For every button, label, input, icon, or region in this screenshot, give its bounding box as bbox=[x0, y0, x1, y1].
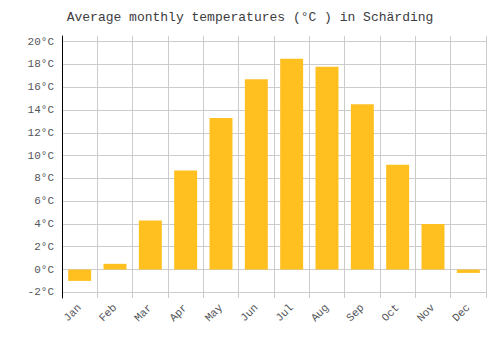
svg-text:14°C: 14°C bbox=[28, 104, 55, 116]
svg-text:16°C: 16°C bbox=[28, 81, 55, 93]
svg-text:10°C: 10°C bbox=[28, 150, 55, 162]
svg-text:Average monthly temperatures (: Average monthly temperatures (°C ) in Sc… bbox=[67, 10, 434, 25]
svg-text:18°C: 18°C bbox=[28, 58, 55, 70]
svg-text:Oct: Oct bbox=[379, 302, 401, 324]
svg-text:Nov: Nov bbox=[415, 301, 438, 324]
svg-text:Aug: Aug bbox=[309, 302, 331, 324]
svg-text:2°C: 2°C bbox=[34, 241, 54, 253]
svg-text:Jan: Jan bbox=[61, 302, 83, 324]
svg-text:8°C: 8°C bbox=[34, 172, 54, 184]
svg-text:May: May bbox=[203, 301, 226, 324]
svg-text:0°C: 0°C bbox=[34, 264, 54, 276]
svg-text:12°C: 12°C bbox=[28, 127, 55, 139]
svg-text:Mar: Mar bbox=[132, 302, 154, 324]
svg-text:Jul: Jul bbox=[273, 302, 295, 324]
svg-text:Dec: Dec bbox=[450, 302, 472, 324]
svg-text:Feb: Feb bbox=[97, 302, 119, 324]
svg-text:6°C: 6°C bbox=[34, 195, 54, 207]
svg-text:Apr: Apr bbox=[167, 302, 189, 324]
svg-text:4°C: 4°C bbox=[34, 218, 54, 230]
svg-text:Jun: Jun bbox=[238, 302, 260, 324]
svg-text:-2°C: -2°C bbox=[28, 286, 55, 298]
svg-text:Sep: Sep bbox=[344, 302, 366, 324]
svg-text:20°C: 20°C bbox=[28, 36, 55, 48]
